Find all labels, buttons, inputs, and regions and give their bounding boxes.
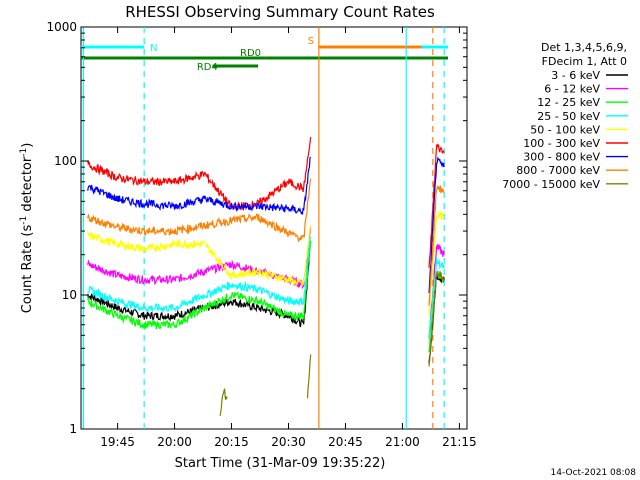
series-line-1 xyxy=(87,226,445,338)
series-line-6 xyxy=(86,156,445,294)
series-line-7 xyxy=(86,178,445,306)
y-axis-label: Count Rate (s-1 detector-1) xyxy=(19,143,35,314)
legend-label-8: 7000 - 15000 keV xyxy=(502,178,600,191)
legend-label-2: 12 - 25 keV xyxy=(537,96,600,109)
y-tick-label-3: 1000 xyxy=(46,20,77,34)
flag-label-S: S xyxy=(308,36,314,47)
y-axis-label-end: ) xyxy=(20,143,35,148)
series-line-4 xyxy=(87,210,445,317)
legend-label-5: 100 - 300 keV xyxy=(523,137,600,150)
x-tick-label-3: 20:30 xyxy=(271,435,306,449)
timestamp: 14-Oct-2021 08:08 xyxy=(551,468,637,478)
legend-label-0: 3 - 6 keV xyxy=(551,69,600,82)
flag-label-RD4: RD4 xyxy=(197,62,218,73)
y-axis-label-sup2: -1 xyxy=(19,148,29,157)
x-tick-label-5: 21:00 xyxy=(385,435,420,449)
series-line-3 xyxy=(87,236,445,339)
legend-header-line-2: FDecim 1, Att 0 xyxy=(542,55,627,68)
series-line-5 xyxy=(87,137,445,268)
y-axis: 1 10 100 1000 xyxy=(46,20,467,436)
x-tick-label-1: 20:00 xyxy=(157,435,192,449)
legend-label-1: 6 - 12 keV xyxy=(544,83,600,96)
x-axis-label: Start Time (31-Mar-09 19:35:22) xyxy=(175,456,386,471)
y-tick-label-0: 1 xyxy=(69,422,77,436)
x-tick-label-0: 19:45 xyxy=(100,435,135,449)
chart-title: RHESSI Observing Summary Count Rates xyxy=(125,3,435,21)
y-axis-label-main: Count Rate (s xyxy=(20,225,35,314)
y-axis-label-sup1: -1 xyxy=(19,216,29,225)
flag-label-N: N xyxy=(150,43,157,54)
x-tick-label-4: 20:45 xyxy=(328,435,363,449)
y-tick-label-1: 10 xyxy=(62,288,77,302)
series-lines xyxy=(86,137,445,416)
legend-header-line-1: Det 1,3,4,5,6,9, xyxy=(541,41,627,54)
y-tick-label-2: 100 xyxy=(54,154,77,168)
legend: Det 1,3,4,5,6,9, FDecim 1, Att 0 3 - 6 k… xyxy=(502,41,628,191)
series-line-8 xyxy=(219,271,445,416)
x-axis: 19:45 20:00 20:15 20:30 20:45 21:00 21:15 xyxy=(100,27,477,449)
legend-label-3: 25 - 50 keV xyxy=(537,110,600,123)
plot-frame xyxy=(80,26,468,430)
series-line-0 xyxy=(86,241,445,364)
flag-label-RD0: RD0 xyxy=(240,48,261,59)
legend-label-4: 50 - 100 keV xyxy=(530,123,600,136)
series-line-2 xyxy=(87,240,445,353)
flag-bars: N S RD0 RD4 xyxy=(81,36,449,73)
legend-label-7: 800 - 7000 keV xyxy=(516,164,600,177)
y-axis-label-mid: detector xyxy=(20,156,35,216)
x-tick-label-2: 20:15 xyxy=(214,435,249,449)
x-tick-label-6: 21:15 xyxy=(442,435,477,449)
legend-label-6: 300 - 800 keV xyxy=(523,151,600,164)
mode-change-lines xyxy=(82,27,445,429)
